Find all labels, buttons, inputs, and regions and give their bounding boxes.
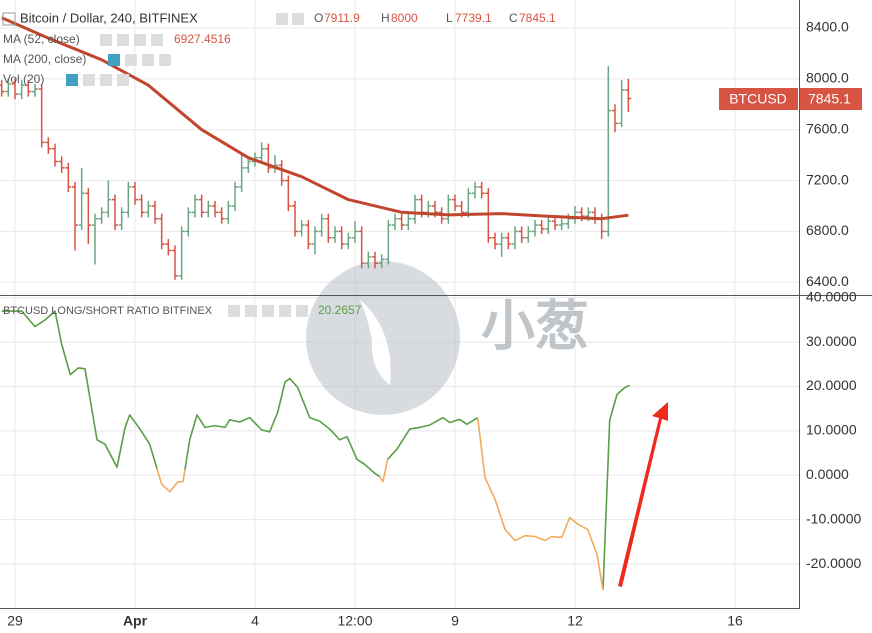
legend-label: MA (200, close) bbox=[3, 52, 86, 66]
y-tick-label: 30.0000 bbox=[806, 333, 857, 349]
watermark: 小葱 bbox=[306, 261, 589, 415]
x-tick-label: 9 bbox=[451, 613, 459, 629]
x-tick-label: Apr bbox=[123, 613, 148, 629]
icon bbox=[276, 13, 288, 25]
ohlc-value: 7911.9 bbox=[324, 11, 360, 25]
x-tick-label: 16 bbox=[727, 613, 743, 629]
ohlc-label: H bbox=[381, 11, 390, 25]
y-tick-label: -20.0000 bbox=[806, 555, 861, 571]
icon bbox=[125, 54, 137, 66]
icon bbox=[117, 74, 129, 86]
icon bbox=[151, 34, 163, 46]
watermark-leaf bbox=[360, 300, 391, 385]
icon bbox=[245, 305, 257, 317]
icon bbox=[108, 54, 120, 66]
y-tick-label: 7200.0 bbox=[806, 171, 849, 187]
price-tag bbox=[800, 88, 862, 110]
y-tick-label: 8000.0 bbox=[806, 70, 849, 86]
icon bbox=[100, 74, 112, 86]
y-tick-label: 8400.0 bbox=[806, 19, 849, 35]
icon bbox=[159, 54, 171, 66]
x-tick-label: 12 bbox=[567, 613, 583, 629]
icon bbox=[66, 74, 78, 86]
icon bbox=[134, 34, 146, 46]
legend-label: Vol (20) bbox=[3, 72, 44, 86]
y-tick-label: 10.0000 bbox=[806, 422, 857, 438]
icon bbox=[228, 305, 240, 317]
x-tick-label: 4 bbox=[251, 613, 259, 629]
grid bbox=[0, 0, 800, 608]
ohlc-value: 7739.1 bbox=[455, 11, 492, 25]
y-tick-label: 7600.0 bbox=[806, 120, 849, 136]
icon bbox=[142, 54, 154, 66]
ohlc-label: L bbox=[446, 11, 453, 25]
icon bbox=[117, 34, 129, 46]
watermark-text: 小葱 bbox=[481, 296, 589, 356]
icon bbox=[262, 305, 274, 317]
pane-value: 20.2657 bbox=[318, 303, 362, 317]
annotation-arrow bbox=[618, 402, 668, 587]
y-tick-label: 6800.0 bbox=[806, 222, 849, 238]
icon bbox=[279, 305, 291, 317]
legend-value: 6927.4516 bbox=[174, 32, 231, 46]
data-line bbox=[1, 310, 631, 590]
y-tick-label: 6400.0 bbox=[806, 273, 849, 289]
price-tag-label: 7845.1 bbox=[808, 91, 851, 107]
x-tick-label: 29 bbox=[7, 613, 23, 629]
pane-title: BTCUSD LONG/SHORT RATIO BITFINEX bbox=[3, 305, 213, 317]
y-tick-label: -10.0000 bbox=[806, 510, 861, 526]
symbol-tag-label: BTCUSD bbox=[729, 91, 787, 107]
x-tick-label: 12:00 bbox=[337, 613, 372, 629]
data-line bbox=[156, 417, 604, 590]
legend: Bitcoin / Dollar, 240, BITFINEX O 7911.9… bbox=[2, 10, 556, 317]
icon bbox=[292, 13, 304, 25]
y-tick-label: 0.0000 bbox=[806, 466, 849, 482]
chart-title: Bitcoin / Dollar, 240, BITFINEX bbox=[20, 10, 198, 25]
symbol-tag bbox=[719, 88, 798, 110]
plot bbox=[0, 16, 632, 590]
ohlc-value: 8000 bbox=[391, 11, 418, 25]
icon bbox=[296, 305, 308, 317]
legend-label: MA (52, close) bbox=[3, 32, 80, 46]
ohlc-label: O bbox=[314, 11, 323, 25]
y-tick-label: 20.0000 bbox=[806, 377, 857, 393]
icon bbox=[83, 74, 95, 86]
ohlc-value: 7845.1 bbox=[519, 11, 556, 25]
ohlc-label: C bbox=[509, 11, 518, 25]
icon bbox=[100, 34, 112, 46]
icon bbox=[2, 12, 16, 26]
y-tick-label: 40.0000 bbox=[806, 288, 857, 304]
